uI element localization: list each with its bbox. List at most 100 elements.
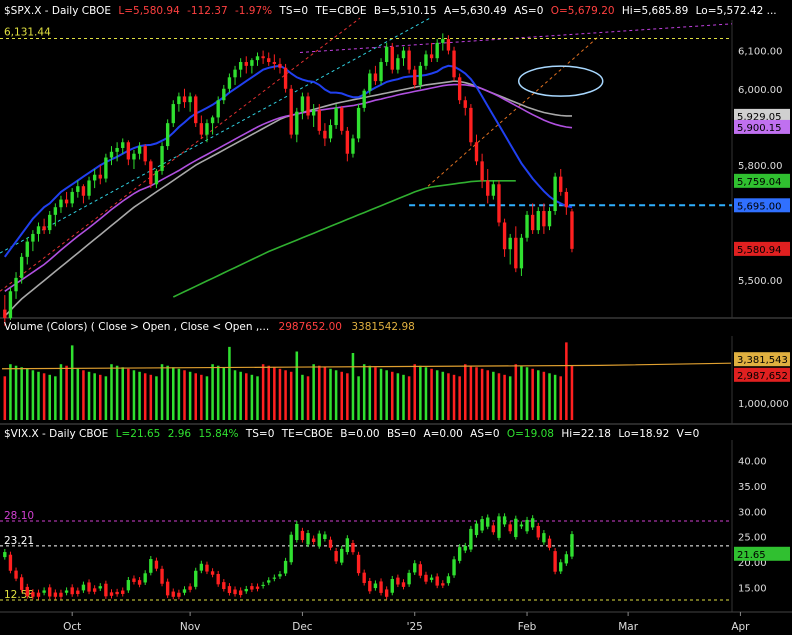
price-candle <box>514 237 518 269</box>
price-candle <box>59 199 63 208</box>
vix-candle <box>486 517 490 527</box>
vix-tick-label: 15.00 <box>738 584 767 595</box>
vix-candle <box>362 572 366 583</box>
vix-candle <box>188 586 192 590</box>
vix-candle <box>171 591 175 597</box>
price-candle <box>182 96 187 103</box>
vix-candle <box>53 592 58 597</box>
vix-bs: BS=0 <box>387 428 416 440</box>
highlight-ellipse <box>517 65 604 97</box>
vix-candle <box>64 590 69 593</box>
vix-candle <box>154 560 159 569</box>
vix-candle <box>351 543 355 553</box>
price-lo: Lo=5,572.42 ... <box>696 5 777 17</box>
price-candle <box>250 60 254 66</box>
x-tick-label: Feb <box>518 621 537 633</box>
price-candle <box>446 39 451 51</box>
vix-candle <box>76 590 80 595</box>
vix-candle <box>429 577 434 580</box>
vix-lo: Lo=18.92 <box>618 428 669 440</box>
vix-tick-label: 40.00 <box>738 456 767 467</box>
price-candle <box>227 77 232 89</box>
volume-badge: 3,381,543 <box>737 355 788 366</box>
price-badge: 5,580.94 <box>737 245 782 256</box>
price-candle <box>519 237 524 269</box>
price-candle <box>497 184 501 223</box>
vix-tick-label: 35.00 <box>738 482 767 493</box>
price-candle <box>317 109 321 131</box>
vix-candle <box>542 533 546 543</box>
price-candle <box>194 96 198 124</box>
price-tick-label: 5,500.00 <box>738 276 783 287</box>
vix-candle <box>165 581 170 596</box>
price-candle <box>407 50 411 70</box>
price-candle <box>340 107 344 131</box>
vix-candle <box>553 551 557 572</box>
vix-candle <box>446 576 451 584</box>
price-candle <box>42 226 46 231</box>
price-candle <box>424 54 428 66</box>
volume-badge-bg <box>734 352 790 367</box>
price-candle <box>351 138 355 154</box>
ma-green-line <box>172 180 516 298</box>
price-candle <box>132 153 136 160</box>
x-tick-label: Oct <box>63 621 81 633</box>
vix-candle <box>205 564 209 572</box>
price-candle <box>272 62 277 64</box>
vix-candle <box>199 563 204 571</box>
vix-candle <box>267 580 271 583</box>
price-candle <box>261 56 265 59</box>
x-axis: Oct Nov Dec '25 Feb Mar Apr <box>0 611 792 633</box>
price-badge: 5,759.04 <box>737 177 782 188</box>
vix-candle <box>519 524 524 527</box>
vix-candle <box>424 574 428 582</box>
price-candle <box>222 88 226 101</box>
price-candle <box>143 146 147 162</box>
price-candle <box>188 96 192 103</box>
vix-candle <box>87 582 91 592</box>
price-candle <box>171 104 175 124</box>
ma-blue-line <box>3 64 573 258</box>
vix-candle <box>401 582 406 587</box>
price-candle <box>115 147 119 152</box>
vix-candle <box>19 577 24 590</box>
price-candle <box>474 142 479 162</box>
vix-candle <box>244 588 248 592</box>
vix-candle <box>143 573 147 583</box>
vix-candle <box>379 581 383 593</box>
vix-tick-label: 25.00 <box>738 533 767 544</box>
price-tick-label: 5,800.00 <box>738 161 783 172</box>
vix-candle <box>261 584 265 587</box>
volume-average-line <box>1 362 732 370</box>
x-tick-label: Nov <box>180 621 201 633</box>
vix-candle <box>530 518 535 528</box>
vix-candle <box>418 564 423 576</box>
vix-change: 2.96 <box>168 428 192 440</box>
price-candle <box>306 96 310 116</box>
vix-candle <box>474 523 479 536</box>
price-bid: B=5,510.15 <box>374 5 437 17</box>
vix-candle <box>396 577 400 585</box>
vix-candle <box>373 583 378 589</box>
price-candle <box>530 214 535 231</box>
svg-text:$VIX.X - Daily CBOE L=2: $VIX.X - Daily CBOE L=21.65 2.96 15.84% … <box>4 428 699 440</box>
vix-candle <box>480 519 484 531</box>
price-candle <box>323 130 327 139</box>
price-candle <box>137 146 142 154</box>
vix-pct: 15.84% <box>198 428 238 440</box>
vix-candle <box>514 518 518 538</box>
price-candle <box>295 111 299 135</box>
price-candle <box>216 100 220 118</box>
price-candle <box>368 73 372 91</box>
vix-bid: B=0.00 <box>340 428 379 440</box>
vix-candle <box>407 572 411 585</box>
price-candle <box>559 176 563 192</box>
price-candle <box>278 63 282 68</box>
price-candle <box>469 107 473 143</box>
price-candle <box>435 42 439 59</box>
vix-candle <box>368 580 372 592</box>
price-candle <box>19 256 24 278</box>
vix-candle <box>216 573 220 585</box>
vix-candle <box>81 584 86 591</box>
